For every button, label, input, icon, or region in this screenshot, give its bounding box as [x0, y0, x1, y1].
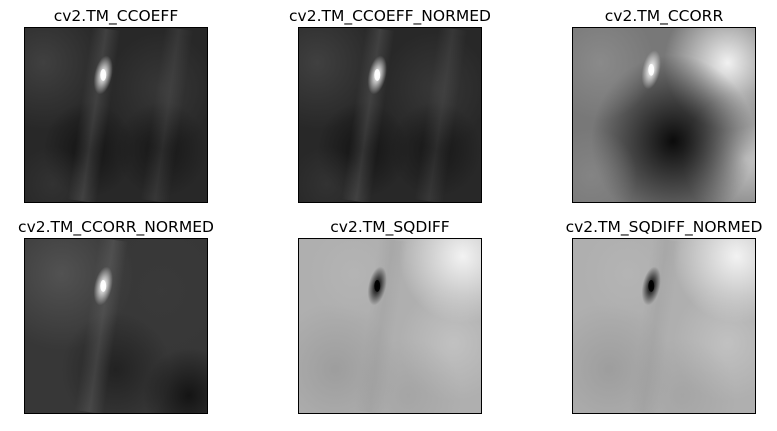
panel-title: cv2.TM_CCORR — [604, 7, 724, 25]
heatmap-image — [572, 238, 756, 414]
heatmap-image — [24, 238, 208, 414]
match-peak-core — [100, 280, 107, 292]
panel-title: cv2.TM_CCOEFF — [53, 7, 179, 25]
heatmap-region — [573, 128, 637, 202]
heatmap-region — [573, 28, 655, 121]
heatmap-streak — [140, 28, 194, 202]
heatmap-svg — [573, 28, 755, 202]
heatmap-image — [298, 238, 482, 414]
heatmap-svg — [299, 239, 481, 413]
panel-title: cv2.TM_CCOEFF_NORMED — [289, 7, 491, 25]
heatmap-svg — [25, 239, 207, 413]
heatmap-streak — [414, 28, 468, 202]
heatmap-svg — [299, 28, 481, 202]
panel-title: cv2.TM_SQDIFF_NORMED — [565, 218, 763, 236]
match-peak-core — [100, 69, 107, 81]
heatmap-streak — [628, 239, 682, 413]
heatmap-streak — [74, 239, 128, 413]
heatmap-image — [298, 27, 482, 203]
heatmap-streak — [354, 239, 408, 413]
heatmap-image — [24, 27, 208, 203]
match-peak-core — [374, 69, 381, 81]
heatmap-image — [572, 27, 756, 203]
heatmap-svg — [573, 239, 755, 413]
panel-title: cv2.TM_SQDIFF — [330, 218, 450, 236]
heatmap-svg — [25, 28, 207, 202]
match-peak-core — [648, 63, 655, 76]
heatmap-region — [143, 347, 207, 413]
match-peak-core — [648, 280, 655, 292]
panel-title: cv2.TM_CCORR_NORMED — [18, 218, 214, 236]
match-peak-core — [374, 280, 381, 292]
